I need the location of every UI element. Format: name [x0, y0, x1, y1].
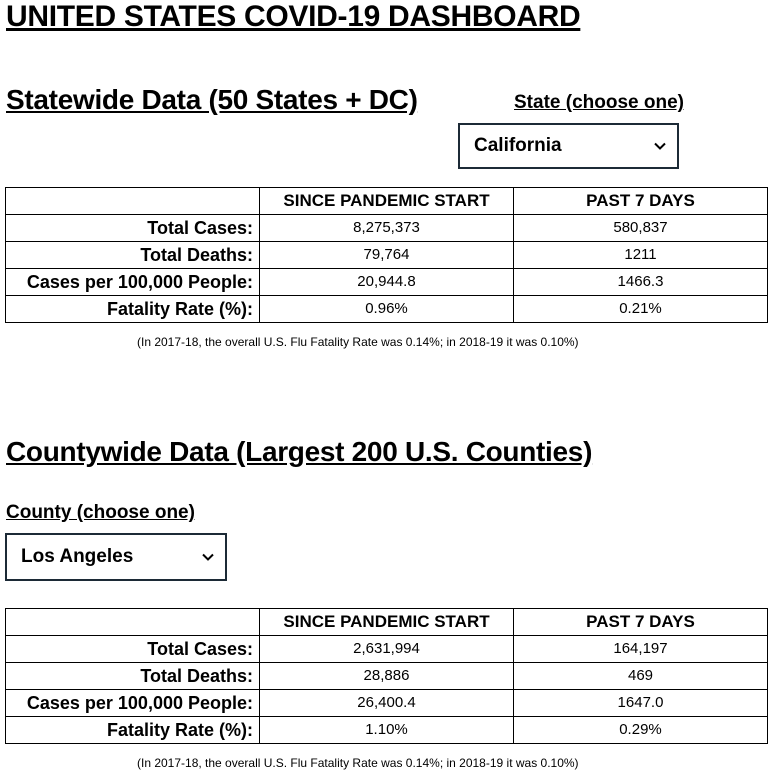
county-flu-note: (In 2017-18, the overall U.S. Flu Fatali…	[137, 756, 579, 770]
value-past-7-days: 580,837	[513, 214, 768, 242]
county-section-title: Countywide Data (Largest 200 U.S. Counti…	[6, 436, 593, 467]
value-past-7-days: 0.29%	[513, 716, 768, 744]
state-section-title: Statewide Data (50 States + DC)	[6, 84, 418, 115]
chevron-down-icon	[654, 142, 666, 150]
column-header-past-7-days: PAST 7 DAYS	[513, 187, 768, 215]
state-select[interactable]: California	[458, 123, 679, 169]
value-past-7-days: 1211	[513, 241, 768, 269]
county-select[interactable]: Los Angeles	[5, 533, 227, 581]
column-header-since-start: SINCE PANDEMIC START	[259, 608, 514, 636]
row-label-total-deaths: Total Deaths:	[5, 241, 260, 269]
value-past-7-days: 0.21%	[513, 295, 768, 323]
value-since-start: 20,944.8	[259, 268, 514, 296]
row-label-cases-per-100k: Cases per 100,000 People:	[5, 268, 260, 296]
value-since-start: 1.10%	[259, 716, 514, 744]
state-chooser-label: State (choose one)	[514, 92, 684, 113]
value-since-start: 8,275,373	[259, 214, 514, 242]
table-row: Cases per 100,000 People: 20,944.8 1466.…	[5, 268, 768, 296]
value-since-start: 2,631,994	[259, 635, 514, 663]
row-label-fatality-rate: Fatality Rate (%):	[5, 295, 260, 323]
table-header-row: SINCE PANDEMIC START PAST 7 DAYS	[5, 608, 768, 636]
state-flu-note: (In 2017-18, the overall U.S. Flu Fatali…	[137, 335, 579, 349]
table-header-row: SINCE PANDEMIC START PAST 7 DAYS	[5, 187, 768, 215]
dashboard-title: UNITED STATES COVID-19 DASHBOARD	[6, 0, 581, 33]
table-row: Total Cases: 8,275,373 580,837	[5, 214, 768, 242]
table-row: Total Cases: 2,631,994 164,197	[5, 635, 768, 663]
county-data-table: SINCE PANDEMIC START PAST 7 DAYS Total C…	[5, 608, 768, 744]
value-past-7-days: 1647.0	[513, 689, 768, 717]
value-since-start: 28,886	[259, 662, 514, 690]
value-since-start: 26,400.4	[259, 689, 514, 717]
value-past-7-days: 1466.3	[513, 268, 768, 296]
table-row: Total Deaths: 79,764 1211	[5, 241, 768, 269]
state-data-table: SINCE PANDEMIC START PAST 7 DAYS Total C…	[5, 187, 768, 323]
value-since-start: 79,764	[259, 241, 514, 269]
column-header-since-start: SINCE PANDEMIC START	[259, 187, 514, 215]
row-label-total-deaths: Total Deaths:	[5, 662, 260, 690]
table-row: Fatality Rate (%): 1.10% 0.29%	[5, 716, 768, 744]
row-label-fatality-rate: Fatality Rate (%):	[5, 716, 260, 744]
column-header-past-7-days: PAST 7 DAYS	[513, 608, 768, 636]
value-past-7-days: 469	[513, 662, 768, 690]
value-past-7-days: 164,197	[513, 635, 768, 663]
table-header-blank	[5, 608, 260, 636]
value-since-start: 0.96%	[259, 295, 514, 323]
table-row: Cases per 100,000 People: 26,400.4 1647.…	[5, 689, 768, 717]
table-row: Total Deaths: 28,886 469	[5, 662, 768, 690]
county-chooser-label: County (choose one)	[6, 502, 195, 523]
county-select-value: Los Angeles	[21, 546, 134, 567]
table-row: Fatality Rate (%): 0.96% 0.21%	[5, 295, 768, 323]
state-select-value: California	[474, 135, 562, 156]
chevron-down-icon	[202, 553, 214, 561]
row-label-total-cases: Total Cases:	[5, 635, 260, 663]
row-label-cases-per-100k: Cases per 100,000 People:	[5, 689, 260, 717]
table-header-blank	[5, 187, 260, 215]
row-label-total-cases: Total Cases:	[5, 214, 260, 242]
